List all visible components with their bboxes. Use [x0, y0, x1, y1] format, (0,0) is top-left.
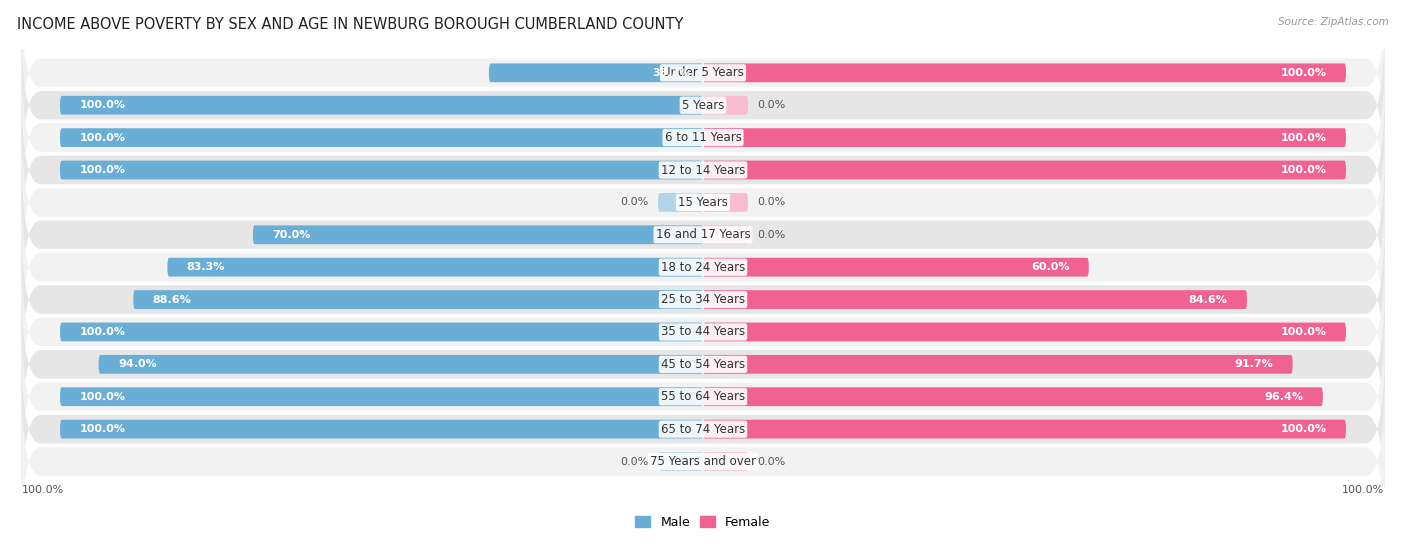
FancyBboxPatch shape — [703, 258, 1088, 277]
FancyBboxPatch shape — [21, 184, 1385, 350]
Text: 100.0%: 100.0% — [79, 392, 125, 402]
Text: 100.0%: 100.0% — [79, 327, 125, 337]
FancyBboxPatch shape — [703, 160, 1346, 179]
Text: 100.0%: 100.0% — [79, 100, 125, 110]
FancyBboxPatch shape — [21, 378, 1385, 544]
Text: 96.4%: 96.4% — [1264, 392, 1303, 402]
FancyBboxPatch shape — [21, 217, 1385, 382]
FancyBboxPatch shape — [703, 128, 1346, 147]
Text: 5 Years: 5 Years — [682, 99, 724, 112]
FancyBboxPatch shape — [21, 120, 1385, 285]
FancyBboxPatch shape — [703, 387, 1323, 406]
FancyBboxPatch shape — [703, 96, 748, 115]
Text: 91.7%: 91.7% — [1234, 359, 1274, 369]
Text: 35 to 44 Years: 35 to 44 Years — [661, 325, 745, 338]
Text: 84.6%: 84.6% — [1189, 295, 1227, 305]
FancyBboxPatch shape — [21, 22, 1385, 188]
FancyBboxPatch shape — [21, 87, 1385, 253]
FancyBboxPatch shape — [134, 290, 703, 309]
Text: 33.3%: 33.3% — [652, 68, 690, 78]
FancyBboxPatch shape — [703, 420, 1346, 438]
Text: 88.6%: 88.6% — [153, 295, 191, 305]
Text: 6 to 11 Years: 6 to 11 Years — [665, 131, 741, 144]
FancyBboxPatch shape — [21, 314, 1385, 480]
Legend: Male, Female: Male, Female — [630, 511, 776, 534]
Text: 75 Years and over: 75 Years and over — [650, 455, 756, 468]
Text: 100.0%: 100.0% — [1281, 424, 1327, 434]
Text: 94.0%: 94.0% — [118, 359, 156, 369]
Text: 45 to 54 Years: 45 to 54 Years — [661, 358, 745, 371]
FancyBboxPatch shape — [703, 290, 1247, 309]
FancyBboxPatch shape — [21, 249, 1385, 415]
Text: 0.0%: 0.0% — [758, 100, 786, 110]
FancyBboxPatch shape — [60, 160, 703, 179]
FancyBboxPatch shape — [21, 346, 1385, 512]
Text: 100.0%: 100.0% — [21, 485, 63, 495]
Text: 100.0%: 100.0% — [1281, 165, 1327, 175]
Text: 100.0%: 100.0% — [79, 165, 125, 175]
FancyBboxPatch shape — [21, 152, 1385, 318]
FancyBboxPatch shape — [658, 193, 703, 212]
FancyBboxPatch shape — [658, 452, 703, 471]
Text: 0.0%: 0.0% — [620, 197, 648, 207]
Text: Under 5 Years: Under 5 Years — [662, 67, 744, 79]
Text: 0.0%: 0.0% — [620, 457, 648, 467]
FancyBboxPatch shape — [60, 387, 703, 406]
Text: INCOME ABOVE POVERTY BY SEX AND AGE IN NEWBURG BOROUGH CUMBERLAND COUNTY: INCOME ABOVE POVERTY BY SEX AND AGE IN N… — [17, 17, 683, 32]
Text: 100.0%: 100.0% — [1343, 485, 1385, 495]
Text: 25 to 34 Years: 25 to 34 Years — [661, 293, 745, 306]
FancyBboxPatch shape — [253, 225, 703, 244]
FancyBboxPatch shape — [703, 452, 748, 471]
Text: 65 to 74 Years: 65 to 74 Years — [661, 423, 745, 435]
Text: 55 to 64 Years: 55 to 64 Years — [661, 390, 745, 403]
Text: 0.0%: 0.0% — [758, 457, 786, 467]
Text: 100.0%: 100.0% — [1281, 132, 1327, 143]
FancyBboxPatch shape — [98, 355, 703, 374]
Text: 60.0%: 60.0% — [1031, 262, 1070, 272]
FancyBboxPatch shape — [60, 96, 703, 115]
Text: 100.0%: 100.0% — [1281, 327, 1327, 337]
FancyBboxPatch shape — [21, 281, 1385, 447]
FancyBboxPatch shape — [703, 355, 1292, 374]
FancyBboxPatch shape — [60, 128, 703, 147]
FancyBboxPatch shape — [21, 55, 1385, 221]
Text: 16 and 17 Years: 16 and 17 Years — [655, 228, 751, 241]
FancyBboxPatch shape — [60, 420, 703, 438]
FancyBboxPatch shape — [489, 63, 703, 82]
Text: 70.0%: 70.0% — [273, 230, 311, 240]
Text: 18 to 24 Years: 18 to 24 Years — [661, 260, 745, 274]
FancyBboxPatch shape — [703, 63, 1346, 82]
Text: 100.0%: 100.0% — [1281, 68, 1327, 78]
FancyBboxPatch shape — [21, 0, 1385, 156]
FancyBboxPatch shape — [167, 258, 703, 277]
FancyBboxPatch shape — [703, 323, 1346, 342]
Text: 0.0%: 0.0% — [758, 230, 786, 240]
Text: 83.3%: 83.3% — [187, 262, 225, 272]
FancyBboxPatch shape — [60, 323, 703, 342]
Text: 12 to 14 Years: 12 to 14 Years — [661, 163, 745, 177]
Text: 100.0%: 100.0% — [79, 132, 125, 143]
Text: 0.0%: 0.0% — [758, 197, 786, 207]
Text: Source: ZipAtlas.com: Source: ZipAtlas.com — [1278, 17, 1389, 27]
Text: 100.0%: 100.0% — [79, 424, 125, 434]
FancyBboxPatch shape — [703, 193, 748, 212]
FancyBboxPatch shape — [703, 225, 748, 244]
Text: 15 Years: 15 Years — [678, 196, 728, 209]
